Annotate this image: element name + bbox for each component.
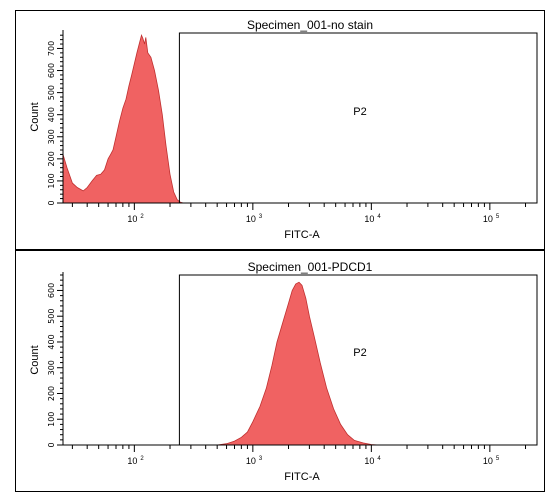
y-tick-label: 100 xyxy=(47,412,56,427)
y-tick-label: 0 xyxy=(47,200,56,205)
y-tick-label: 500 xyxy=(47,309,56,324)
x-axis-label: FITC-A xyxy=(284,229,320,241)
y-tick-label: 100 xyxy=(47,173,56,188)
y-tick-label: 200 xyxy=(47,386,56,401)
x-tick-label: 10 xyxy=(364,456,374,466)
x-tick-label: 10 xyxy=(246,214,256,224)
gate-p2-rect xyxy=(178,32,538,204)
x-tick-label: 10 xyxy=(483,456,493,466)
y-tick-label: 600 xyxy=(47,63,56,78)
x-tick-exponent: 2 xyxy=(140,214,144,220)
x-tick-exponent: 3 xyxy=(259,214,263,220)
x-tick-label: 10 xyxy=(364,214,374,224)
y-tick-label: 0 xyxy=(47,442,56,447)
x-axis-label: FITC-A xyxy=(284,471,320,483)
y-tick-label: 200 xyxy=(47,151,56,166)
y-tick-label: 400 xyxy=(47,107,56,122)
chart-title: Specimen_001-PDCD1 xyxy=(248,260,373,274)
x-tick-exponent: 4 xyxy=(377,456,381,462)
y-axis-label: Count xyxy=(29,102,41,131)
gate-label: P2 xyxy=(353,106,366,118)
y-tick-label: 500 xyxy=(47,85,56,100)
x-tick-exponent: 5 xyxy=(496,214,500,220)
x-tick-label: 10 xyxy=(246,456,256,466)
y-tick-label: 300 xyxy=(47,129,56,144)
x-tick-label: 10 xyxy=(127,214,137,224)
histogram-panel-1 xyxy=(15,10,545,250)
y-tick-label: 600 xyxy=(47,283,56,298)
x-tick-label: 10 xyxy=(127,456,137,466)
x-tick-label: 10 xyxy=(483,214,493,224)
x-tick-exponent: 2 xyxy=(140,456,144,462)
histogram-area xyxy=(63,33,191,203)
x-tick-exponent: 3 xyxy=(259,456,263,462)
y-tick-label: 300 xyxy=(47,360,56,375)
histogram-area xyxy=(217,281,379,445)
gate-label: P2 xyxy=(353,347,366,359)
gate-p2-rect xyxy=(178,274,538,446)
y-tick-label: 400 xyxy=(47,334,56,349)
x-tick-exponent: 5 xyxy=(496,456,500,462)
y-axis-label: Count xyxy=(29,345,41,374)
y-tick-label: 700 xyxy=(47,41,56,56)
x-tick-exponent: 4 xyxy=(377,214,381,220)
chart-title: Specimen_001-no stain xyxy=(247,18,373,32)
